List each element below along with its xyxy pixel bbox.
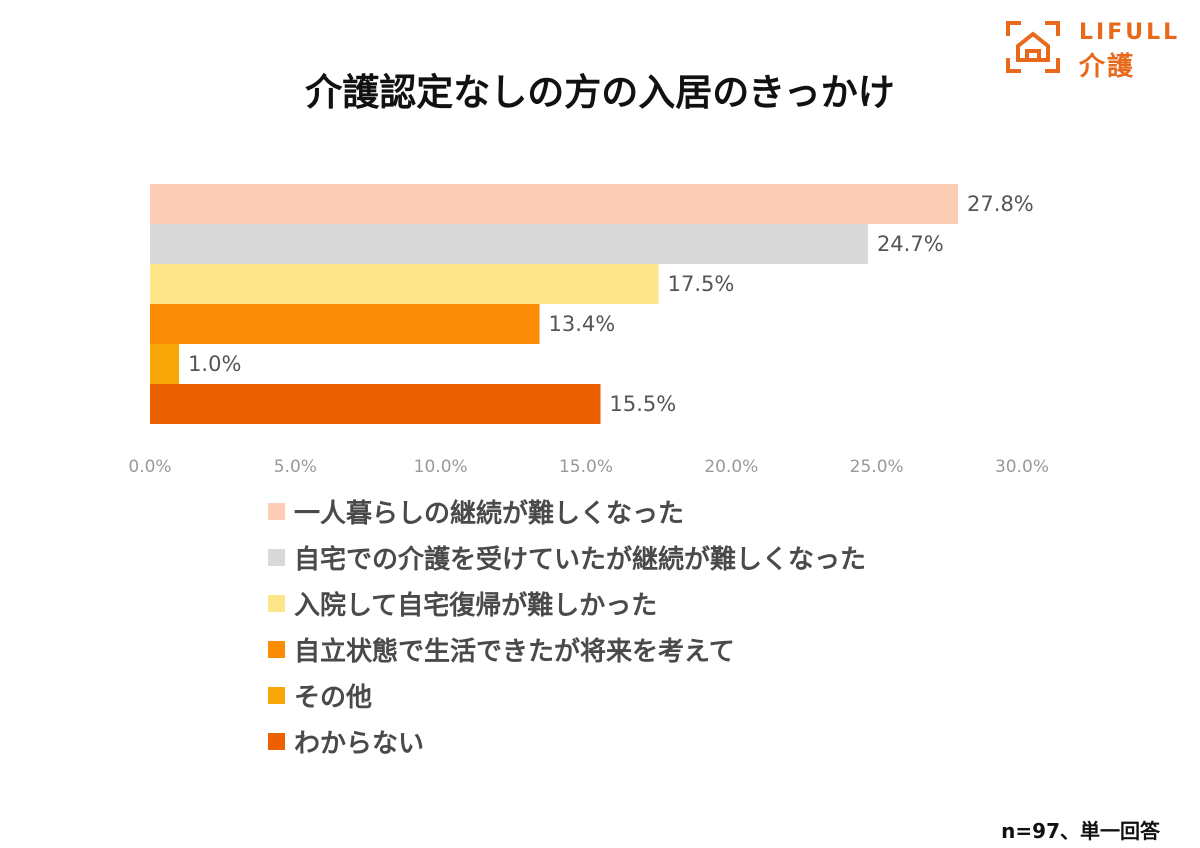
bar-4 bbox=[150, 304, 540, 344]
bar-value-label: 1.0% bbox=[188, 352, 241, 376]
legend-item: 入院して自宅復帰が難しかった bbox=[268, 580, 866, 626]
legend-item: 自宅での介護を受けていたが継続が難しくなった bbox=[268, 534, 866, 580]
lifull-logo: LIFULL 介護 bbox=[1005, 18, 1185, 82]
bar-value-label: 24.7% bbox=[877, 232, 944, 256]
bar-value-label: 27.8% bbox=[967, 192, 1034, 216]
legend-swatch bbox=[268, 732, 285, 750]
legend-label: 自宅での介護を受けていたが継続が難しくなった bbox=[294, 544, 867, 575]
legend-swatch bbox=[268, 548, 285, 566]
x-tick-label: 30.0% bbox=[995, 457, 1049, 477]
bar-3 bbox=[150, 264, 659, 304]
bar-5 bbox=[150, 344, 180, 384]
bar-value-label: 17.5% bbox=[668, 272, 735, 296]
legend-label: 入院して自宅復帰が難しかった bbox=[294, 590, 658, 621]
house-logo-icon bbox=[1006, 21, 1060, 73]
legend-swatch bbox=[268, 640, 285, 658]
legend: 一人暮らしの継続が難しくなった自宅での介護を受けていたが継続が難しくなった 入院し… bbox=[268, 488, 866, 764]
bar-2 bbox=[150, 224, 868, 264]
legend-label: 一人暮らしの継続が難しくなった bbox=[294, 498, 685, 529]
legend-label: 自立状態で生活できたが将来を考えて bbox=[294, 636, 735, 667]
bar-value-label: 13.4% bbox=[548, 312, 615, 336]
x-tick-label: 20.0% bbox=[704, 457, 758, 477]
brand-name-ja: 介護 bbox=[1079, 52, 1136, 82]
x-tick-label: 10.0% bbox=[414, 457, 468, 477]
legend-label: わからない bbox=[294, 728, 425, 759]
legend-swatch bbox=[268, 502, 285, 520]
x-tick-label: 25.0% bbox=[850, 457, 904, 477]
bar-1 bbox=[150, 184, 959, 224]
chart-title: 介護認定なしの方の入居のきっかけ bbox=[305, 71, 895, 114]
x-tick-label: 0.0% bbox=[128, 457, 171, 477]
legend-item: その他 bbox=[268, 672, 866, 718]
legend-swatch bbox=[268, 686, 285, 704]
legend-item: 自立状態で生活できたが将来を考えて bbox=[268, 626, 866, 672]
legend-item: わからない bbox=[268, 718, 866, 764]
bar-6 bbox=[150, 384, 601, 424]
legend-label: その他 bbox=[294, 682, 373, 713]
x-tick-label: 15.0% bbox=[559, 457, 613, 477]
legend-item: 一人暮らしの継続が難しくなった bbox=[268, 488, 866, 534]
legend-swatch bbox=[268, 594, 285, 612]
brand-name: LIFULL bbox=[1079, 20, 1181, 45]
sample-note: n=97、単一回答 bbox=[1001, 819, 1160, 843]
bar-value-label: 15.5% bbox=[610, 392, 677, 416]
x-tick-label: 5.0% bbox=[274, 457, 317, 477]
